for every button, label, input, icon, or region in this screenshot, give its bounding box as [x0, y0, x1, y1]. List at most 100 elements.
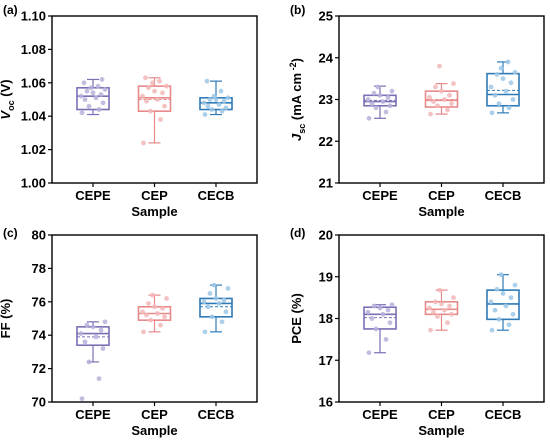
data-point	[102, 319, 108, 325]
data-point	[449, 101, 454, 107]
data-point	[155, 97, 160, 102]
data-point	[500, 76, 506, 82]
data-point	[508, 295, 514, 301]
data-point	[492, 92, 498, 98]
data-point	[81, 80, 87, 86]
y-tick-label: 17	[319, 353, 333, 368]
data-point	[150, 292, 155, 298]
data-point	[223, 105, 229, 111]
data-point	[442, 307, 447, 313]
data-point	[143, 75, 148, 81]
data-point	[373, 105, 379, 111]
y-axis-title: PCE (%)	[289, 293, 304, 344]
box-cecb	[199, 282, 233, 335]
y-tick-label: 1.04	[21, 109, 47, 124]
data-point	[221, 297, 227, 303]
data-point	[428, 111, 433, 117]
data-point	[216, 102, 222, 107]
data-point	[219, 108, 225, 114]
data-point	[427, 95, 432, 100]
data-point	[451, 295, 456, 301]
data-point	[162, 103, 167, 109]
y-tick-label: 70	[32, 395, 46, 410]
data-point	[500, 291, 506, 296]
data-point	[213, 296, 219, 301]
y-tick-label: 1.08	[21, 42, 46, 57]
y-axis-title: Jsc (mA cm -2)	[288, 58, 307, 141]
data-point	[375, 84, 381, 90]
data-point	[102, 87, 108, 92]
data-point	[205, 103, 211, 109]
data-point	[428, 327, 433, 333]
x-tick-label: CECB	[198, 407, 235, 422]
x-tick-label: CEP	[428, 407, 455, 422]
data-point	[99, 77, 105, 82]
data-point	[201, 100, 207, 106]
data-point	[152, 88, 157, 94]
data-point	[158, 322, 163, 328]
y-tick-label: 72	[32, 361, 46, 376]
data-point	[387, 320, 393, 326]
x-tick-label: CEPE	[75, 407, 111, 422]
data-point	[437, 287, 442, 293]
box-cep	[137, 75, 172, 146]
data-point	[449, 311, 454, 317]
data-point	[211, 93, 217, 99]
y-tick-label: 23	[319, 92, 333, 107]
data-point	[216, 301, 222, 306]
data-point	[141, 140, 146, 146]
y-tick-label: 78	[32, 261, 46, 276]
data-point	[435, 314, 440, 319]
data-point	[209, 314, 215, 320]
y-tick-label: 1.00	[21, 176, 46, 191]
data-point	[498, 272, 504, 278]
data-point	[489, 110, 495, 116]
y-tick-label: 21	[319, 176, 333, 191]
data-point	[86, 359, 92, 365]
y-tick-label: 18	[319, 311, 333, 326]
x-tick-label: CEPE	[75, 188, 111, 203]
data-point	[371, 90, 377, 96]
data-point	[503, 303, 509, 309]
data-point	[160, 90, 165, 96]
data-point	[373, 326, 379, 332]
data-point	[79, 110, 85, 116]
x-tick-label: CEPE	[362, 188, 398, 203]
x-tick-label: CECB	[485, 188, 522, 203]
y-tick-label: 80	[32, 228, 46, 243]
data-point	[160, 306, 165, 311]
panel-1: (b) 21 22 23 24 25 Jsc (mA cm -2) CEPE CEP CECB Sa…	[288, 3, 545, 219]
data-point	[219, 319, 225, 325]
data-point	[225, 286, 231, 291]
data-point	[211, 282, 217, 288]
data-point	[377, 305, 383, 311]
data-point	[207, 97, 213, 102]
panel-label: (a)	[3, 3, 18, 17]
data-point	[223, 309, 229, 315]
y-tick-label: 1.02	[21, 142, 46, 157]
data-point	[488, 84, 494, 90]
data-point	[100, 100, 106, 106]
data-point	[207, 291, 213, 296]
x-tick-label: CEP	[428, 188, 455, 203]
y-tick-label: 1.10	[21, 9, 46, 24]
data-point	[380, 311, 386, 317]
y-axis-title: FF (%)	[0, 299, 13, 339]
x-tick-label: CEP	[141, 188, 168, 203]
data-point	[204, 78, 210, 84]
data-point	[146, 85, 151, 91]
data-point	[144, 98, 149, 104]
data-point	[90, 324, 96, 330]
data-point	[389, 88, 395, 94]
y-tick-label: 74	[32, 328, 47, 343]
y-axis-title: Voc (V)	[0, 79, 16, 119]
data-point	[84, 88, 90, 94]
data-point	[96, 376, 102, 382]
x-tick-label: CEPE	[362, 407, 398, 422]
data-point	[385, 95, 391, 100]
y-tick-label: 20	[319, 228, 333, 243]
data-point	[209, 107, 215, 112]
data-point	[427, 305, 432, 311]
data-point	[95, 83, 101, 89]
x-tick-label: CECB	[485, 407, 522, 422]
